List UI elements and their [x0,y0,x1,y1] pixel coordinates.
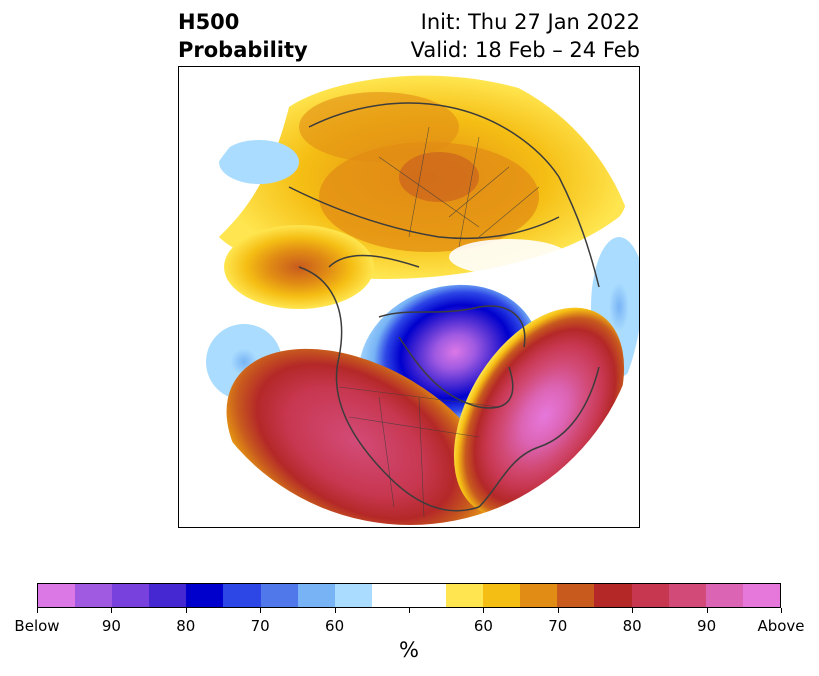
title-init: Init: Thu 27 Jan 2022 [420,10,640,34]
colorbar-tick-label: 60 [473,617,493,635]
colorbar-unit: % [399,638,419,662]
colorbar-tick [334,608,336,613]
colorbar-segment [705,584,743,607]
colorbar-segment [557,584,595,607]
colorbar-tick [185,608,187,613]
colorbar-segment [38,584,76,607]
colorbar-segment [334,584,372,607]
colorbar [37,583,781,608]
chart-title-left: H500 Probability [178,8,308,64]
colorbar-tick-label: 60 [325,617,345,635]
colorbar-segment [112,584,150,607]
colorbar-segment [668,584,706,607]
colorbar-tick-label: Below [14,617,60,635]
colorbar-tick [632,608,634,613]
colorbar-segment [260,584,298,607]
colorbar-tick [111,608,113,613]
colorbar-tick [483,608,485,613]
borders [338,126,540,518]
colorbar-segment [297,584,335,607]
colorbar-tick-label: 90 [697,617,717,635]
coastlines [288,102,600,512]
probability-map [178,66,640,528]
colorbar-tick-label: 80 [176,617,196,635]
colorbar-segment [223,584,261,607]
colorbar-segment [149,584,187,607]
title-product: Probability [178,38,308,62]
colorbar-tick-label: Above [757,617,805,635]
colorbar-tick [781,608,782,613]
colorbar-tick [409,608,410,613]
colorbar-segment [408,584,447,607]
colorbar-segment [75,584,113,607]
chart-title-right: Init: Thu 27 Jan 2022 Valid: 18 Feb – 24… [411,8,640,64]
colorbar-segment [371,584,409,607]
colorbar-segment [742,584,780,607]
colorbar-segment [446,584,484,607]
colorbar-segment [483,584,521,607]
colorbar-tick [260,608,262,613]
colorbar-segment [631,584,669,607]
colorbar-tick [557,608,559,613]
cold-anomaly-nw [219,140,299,184]
colorbar-tick-label: 70 [250,617,270,635]
title-variable: H500 [178,10,240,34]
colorbar-segment [594,584,632,607]
colorbar-tick-label: 80 [622,617,642,635]
colorbar-tick-label: 90 [101,617,121,635]
title-valid: Valid: 18 Feb – 24 Feb [410,38,640,62]
colorbar-segment [520,584,558,607]
colorbar-tick-label: 70 [548,617,568,635]
colorbar-segment [186,584,224,607]
colorbar-tick [37,608,38,613]
colorbar-tick [706,608,708,613]
